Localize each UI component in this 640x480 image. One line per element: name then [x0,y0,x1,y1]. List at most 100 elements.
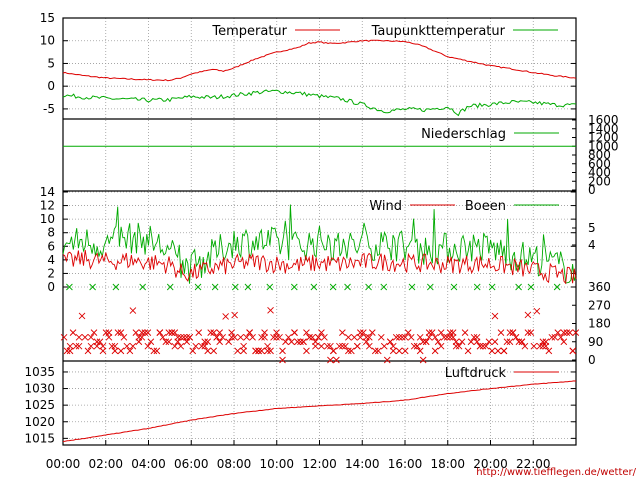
cross-stroke [171,329,179,336]
legend-boeen-label: Boeen [465,199,506,214]
wind-direction-point [264,347,271,355]
cross-stroke [530,342,538,350]
wind-direction-point [548,333,556,341]
cross-stroke [261,333,268,341]
wind-direction-point [141,329,149,336]
precipitation-right-tick-label: 0 [588,183,596,197]
cross-stroke [240,347,247,355]
wind-direction-point [156,329,164,336]
wind-direction-point [527,329,535,336]
temperature-tick-label: 15 [40,11,55,25]
wind-direction-point [560,329,568,336]
cross-stroke [210,329,218,336]
cross-stroke [506,338,514,346]
wind-direction-point [560,338,568,346]
cross-stroke [147,338,155,346]
cross-stroke [240,342,247,350]
cross-stroke [416,347,424,355]
cross-stroke [437,342,445,350]
cross-stroke [548,333,556,341]
gust-direction-point [553,283,561,291]
cross-stroke [315,333,322,341]
wind-direction-point [467,338,475,346]
direction-right-tick-label: 270 [588,298,611,312]
cross-stroke [560,329,568,336]
wind-direction-point [440,333,448,341]
wind-direction-point [237,333,244,341]
x-tick-label: 06:00 [174,457,209,471]
cross-stroke [357,329,364,336]
wind-direction-point [120,333,128,341]
cross-stroke [219,333,226,341]
x-tick-label: 10:00 [259,457,294,471]
wind-direction-point [273,329,280,336]
cross-stroke [348,347,355,355]
gust-direction-point [450,283,458,291]
cross-stroke [342,342,349,350]
wind-direction-point [231,311,238,319]
cross-stroke [258,347,265,355]
wind-tick-label: 14 [40,185,55,199]
wind-direction-point [330,347,337,355]
cross-stroke [345,333,352,341]
panel-frames [62,17,577,446]
cross-stroke [476,342,484,350]
cross-stroke [452,342,460,350]
cross-stroke [488,347,496,355]
cross-stroke [129,307,137,314]
wind-direction-point [282,338,289,346]
pressure-tick-label: 1015 [24,431,55,445]
cross-stroke [111,347,119,355]
wind-direction-point [321,333,328,341]
wind-direction-point [327,356,334,364]
wind-direction-point [503,338,511,346]
cross-stroke [497,329,505,336]
x-tick-label: 20:00 [473,457,508,471]
wind-direction-point [554,329,562,336]
cross-stroke [288,338,295,346]
cross-stroke [87,342,95,350]
cross-stroke [117,347,125,355]
cross-stroke [327,342,334,350]
source-url[interactable]: http://www.tiefflegen.de/wetter/ [476,467,636,478]
cross-stroke [482,342,490,350]
wind-direction-point [572,329,580,336]
gust-direction-point [426,283,434,291]
wind-direction-point [165,338,173,346]
cross-stroke [303,329,310,336]
gust-direction-point [408,283,416,291]
wind-direction-point [461,329,469,336]
cross-stroke [554,329,562,336]
cross-stroke [318,329,325,336]
gust-direction-point [290,283,298,291]
gust-direction-point [365,283,372,291]
legend-luftdruck-label: Luftdruck [445,366,507,381]
cross-stroke [410,342,418,350]
wind-direction-point [204,338,212,346]
cross-stroke [126,347,134,355]
cross-stroke [144,329,152,336]
cross-stroke [553,283,561,291]
cross-stroke [425,329,433,336]
cross-stroke [345,347,352,355]
wind-direction-point [401,333,409,341]
cross-stroke [419,338,427,346]
cross-stroke [392,333,400,341]
cross-stroke [66,283,73,291]
wind-direction-point [114,329,122,336]
direction-right-tick-label: 180 [588,317,611,331]
cross-stroke [351,333,358,341]
cross-stroke [374,347,382,355]
cross-stroke [111,342,119,350]
cross-stroke [428,329,436,336]
wind-direction-point [288,338,295,346]
x-tick-label: 02:00 [88,457,123,471]
wind-direction-point [201,342,209,350]
wind-direction-point [339,342,346,350]
wind-direction-point [431,333,439,341]
wind-direction-point [162,338,170,346]
wind-direction-point [129,342,137,350]
wind-direction-point [419,356,427,364]
taupunkttemperatur-series-line [62,89,577,117]
